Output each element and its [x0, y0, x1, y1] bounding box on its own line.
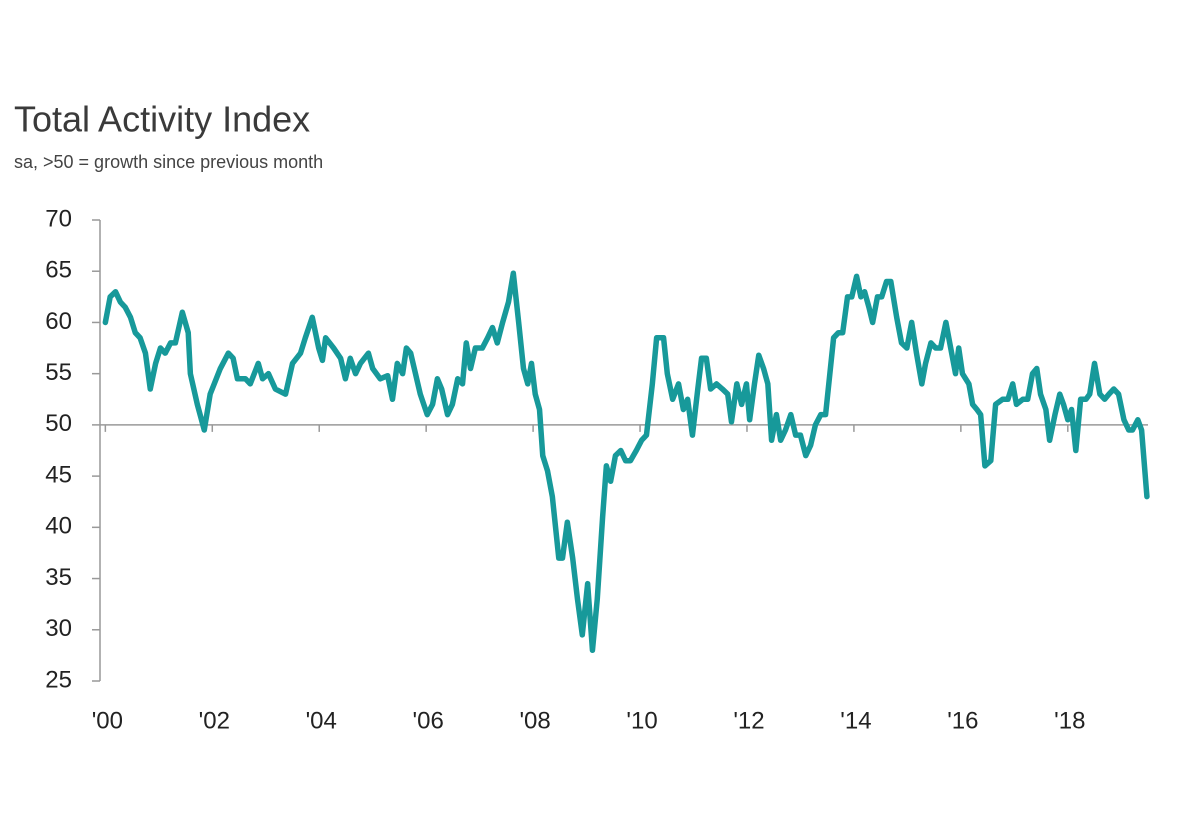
- chart-title: Total Activity Index: [14, 99, 310, 140]
- x-tick-label: '00: [92, 707, 123, 734]
- y-tick-label: 65: [45, 257, 72, 284]
- x-tick-label: '08: [519, 707, 550, 734]
- chart-subtitle: sa, >50 = growth since previous month: [14, 152, 323, 172]
- y-tick-label: 30: [45, 615, 72, 642]
- y-tick-label: 60: [45, 308, 72, 335]
- y-tick-label: 55: [45, 359, 72, 386]
- y-tick-label: 25: [45, 666, 72, 693]
- data-line: [102, 270, 1150, 654]
- y-tick-label: 45: [45, 461, 72, 488]
- y-tick-label: 35: [45, 564, 72, 591]
- y-tick-label: 50: [45, 410, 72, 437]
- y-tick-label: 40: [45, 513, 72, 540]
- x-tick-label: '12: [733, 707, 764, 734]
- x-tick-label: '16: [947, 707, 978, 734]
- x-tick-label: '18: [1054, 707, 1085, 734]
- x-tick-label: '02: [199, 707, 230, 734]
- x-tick-label: '06: [413, 707, 444, 734]
- y-tick-label: 70: [45, 205, 72, 232]
- x-tick-label: '10: [626, 707, 657, 734]
- x-tick-label: '14: [840, 707, 871, 734]
- x-tick-label: '04: [306, 707, 337, 734]
